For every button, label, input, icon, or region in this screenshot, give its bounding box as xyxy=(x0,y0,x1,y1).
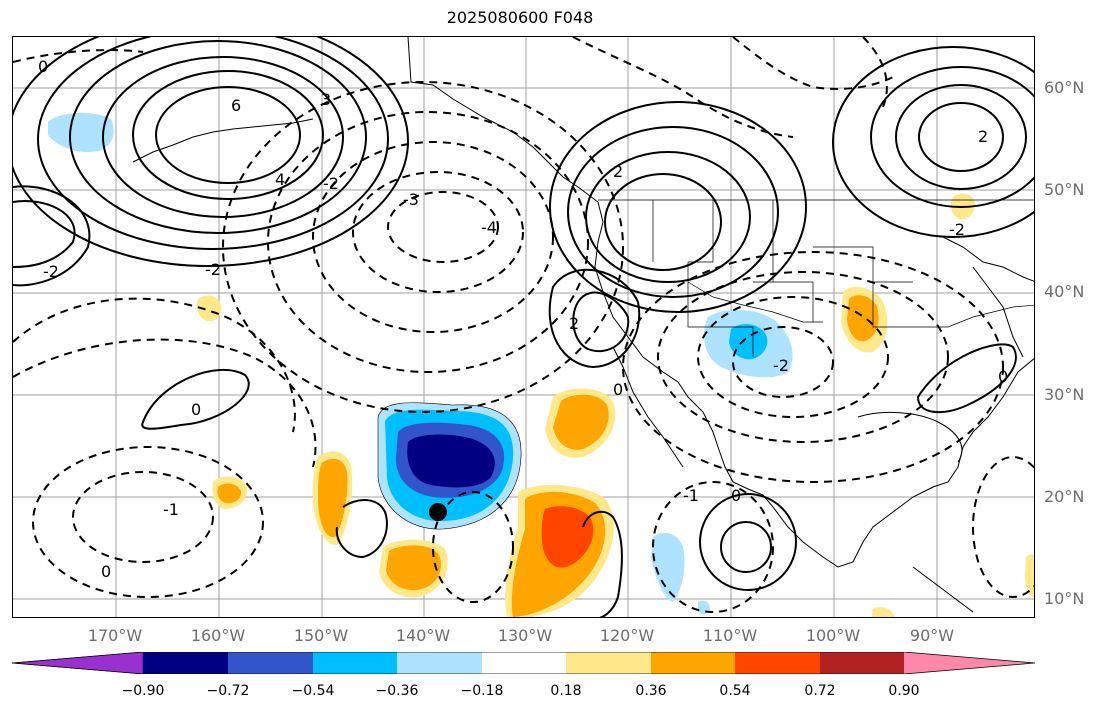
colorbar-segment xyxy=(228,652,313,674)
contour-label: -2 xyxy=(773,356,789,375)
longitude-label: 110°W xyxy=(702,626,758,645)
contour-label: 6 xyxy=(231,96,241,115)
contour-label: -2 xyxy=(205,260,221,279)
latitude-label: 20°N xyxy=(1044,487,1085,506)
colorbar-tick: −0.72 xyxy=(206,683,250,699)
colorbar-tick: −0.36 xyxy=(375,683,419,699)
contour-label: -4 xyxy=(481,218,497,237)
boundaries xyxy=(598,199,1034,357)
page-title: 2025080600 F048 xyxy=(446,8,594,27)
longitude-label: 100°W xyxy=(805,626,861,645)
colorbar-tick: −0.90 xyxy=(121,683,165,699)
colorbar xyxy=(12,652,1036,674)
colorbar-segment xyxy=(904,652,1035,674)
colorbar-segment xyxy=(313,652,397,674)
longitude-label: 150°W xyxy=(293,626,349,645)
longitude-label: 120°W xyxy=(599,626,655,645)
contour-label: -2 xyxy=(949,220,965,239)
colorbar-segment xyxy=(735,652,820,674)
contour-label: 0 xyxy=(191,400,201,419)
contour-label: 3 xyxy=(321,90,331,109)
latitude-label: 30°N xyxy=(1044,385,1085,404)
colorbar-segment xyxy=(820,652,904,674)
longitude-label: 90°W xyxy=(909,626,955,645)
contour-label: 0 xyxy=(998,367,1008,386)
latitude-label: 40°N xyxy=(1044,282,1085,301)
anomaly-fill-regions xyxy=(48,112,1034,617)
colorbar-tick: 0.90 xyxy=(888,683,920,699)
contour-label: 2 xyxy=(613,162,623,181)
latitude-label: 50°N xyxy=(1044,180,1085,199)
colorbar-tick: 0.18 xyxy=(550,683,582,699)
contour-labels: 0 6 3 4 -2 -3 2 -2 0 -4 2 -2 0 -1 0 -2 2… xyxy=(38,57,1008,581)
map-panel[interactable]: 0 6 3 4 -2 -3 2 -2 0 -4 2 -2 0 -1 0 -2 2… xyxy=(12,36,1035,618)
colorbar-segment xyxy=(12,652,144,674)
latitude-label: 60°N xyxy=(1044,78,1085,97)
longitude-label: 140°W xyxy=(395,626,451,645)
colorbar-tick: 0.72 xyxy=(804,683,836,699)
contour-label: -2 xyxy=(43,262,59,281)
contour-label: 0 xyxy=(613,380,623,399)
colorbar-tick: −0.54 xyxy=(291,683,335,699)
map-canvas: 0 6 3 4 -2 -3 2 -2 0 -4 2 -2 0 -1 0 -2 2… xyxy=(13,37,1034,617)
contour-label: 2 xyxy=(978,127,988,146)
colorbar-segment xyxy=(566,652,651,674)
contour-label: 2 xyxy=(569,314,579,333)
contour-label: 0 xyxy=(38,57,48,76)
colorbar-segment xyxy=(651,652,735,674)
contour-label: 0 xyxy=(101,562,111,581)
contour-label: 0 xyxy=(731,486,741,505)
colorbar-segment xyxy=(482,652,566,674)
latitude-label: 10°N xyxy=(1044,589,1085,608)
negative-contours xyxy=(13,37,1034,613)
colorbar-segment xyxy=(397,652,482,674)
contour-label: -1 xyxy=(163,500,179,519)
colorbar-segment xyxy=(143,652,228,674)
colorbar-tick: −0.18 xyxy=(460,683,504,699)
contour-label: -3 xyxy=(403,190,419,209)
longitude-label: 170°W xyxy=(87,626,143,645)
longitude-label: 160°W xyxy=(190,626,246,645)
longitude-label: 130°W xyxy=(497,626,553,645)
colorbar-tick: 0.54 xyxy=(719,683,751,699)
contour-label: -2 xyxy=(323,174,339,193)
contour-label: 4 xyxy=(275,170,285,189)
contour-label: -1 xyxy=(683,486,699,505)
colorbar-tick: 0.36 xyxy=(635,683,667,699)
storm-center-marker[interactable] xyxy=(429,503,447,521)
